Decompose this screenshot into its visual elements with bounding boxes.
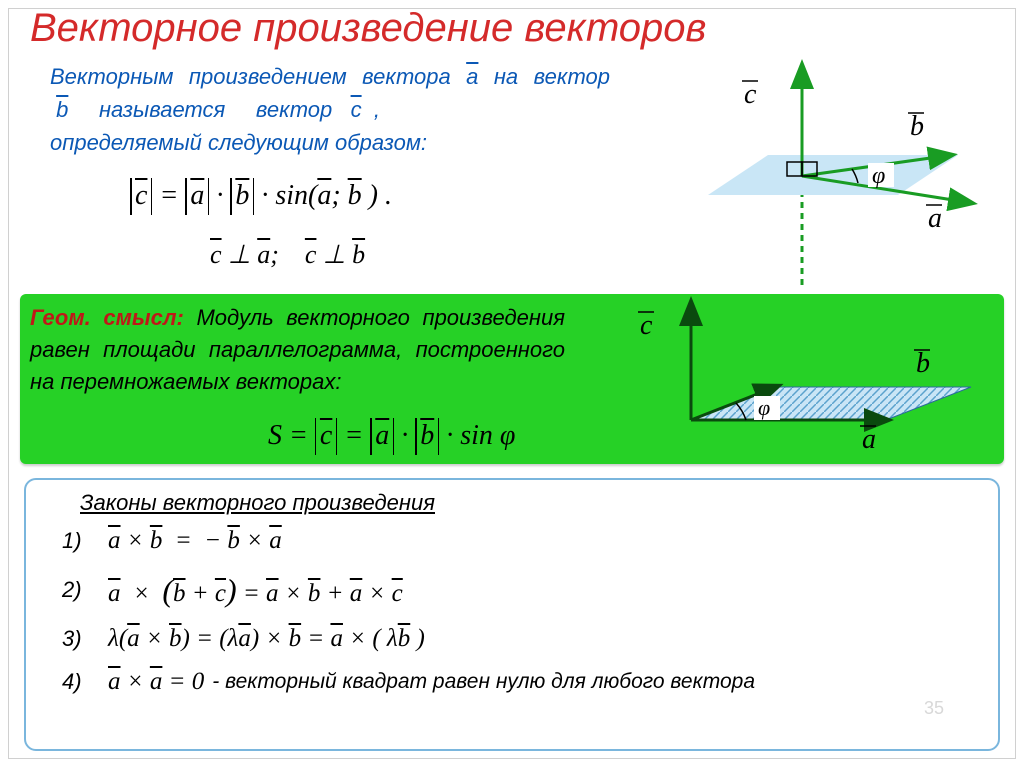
vec-a-label: a (466, 64, 478, 89)
def-part: на (494, 64, 518, 89)
law-2: 2) a × (b + c) = a × b + a × c (62, 566, 990, 614)
law-4-note: - векторный квадрат равен нулю для любог… (212, 666, 755, 698)
page-number: 35 (924, 698, 944, 719)
formula-area: S = c = a · b · sin φ (268, 420, 515, 452)
law-1: 1) a × b = − b × a (62, 522, 990, 560)
svg-text:φ: φ (758, 395, 770, 420)
svg-text:b: b (916, 348, 930, 379)
svg-text:c: c (744, 79, 757, 110)
diagram-cross-product: φ c b a (674, 55, 994, 295)
law-2-formula: a × (b + c) = a × b + a × c (108, 566, 403, 614)
law-1-formula: a × b = − b × a (108, 522, 282, 560)
geometric-meaning-block: Геом. смысл: Модуль векторного произведе… (20, 294, 1004, 464)
def-part: Векторным произведением вектора (50, 64, 451, 89)
diagram-parallelogram: φ c b a (576, 292, 996, 457)
svg-text:a: a (862, 424, 876, 455)
geom-label: Геом. смысл: (30, 305, 184, 330)
def-part: вектор (256, 97, 332, 122)
formula-magnitude: c = a · b · sin(a; b ) . (130, 180, 392, 212)
svg-text:φ: φ (872, 163, 885, 189)
svg-text:a: a (928, 203, 942, 234)
laws-block: Законы векторного произведения 1) a × b … (24, 478, 1000, 751)
svg-text:b: b (910, 111, 924, 142)
laws-title: Законы векторного произведения (80, 490, 990, 516)
vec-c-label: c (351, 97, 362, 122)
law-3: 3) λ(a × b) = (λa) × b = a × ( λb ) (62, 620, 990, 658)
slide-title: Векторное произведение векторов (30, 6, 706, 51)
formula-perpendicular: c ⊥ a; c ⊥ b (210, 240, 365, 270)
geom-text: Геом. смысл: Модуль векторного произведе… (30, 302, 565, 398)
svg-text:c: c (640, 310, 653, 341)
vec-b-label: b (56, 97, 68, 122)
def-part: определяемый следующим образом: (50, 126, 610, 159)
def-part: называется (99, 97, 225, 122)
law-3-formula: λ(a × b) = (λa) × b = a × ( λb ) (108, 620, 425, 658)
def-part: , (374, 97, 380, 122)
def-part: вектор (534, 64, 610, 89)
law-4-formula: a × a = 0 (108, 663, 204, 701)
definition-text: Векторным произведением вектора a на век… (50, 60, 610, 159)
law-4: 4) a × a = 0 - векторный квадрат равен н… (62, 663, 990, 701)
